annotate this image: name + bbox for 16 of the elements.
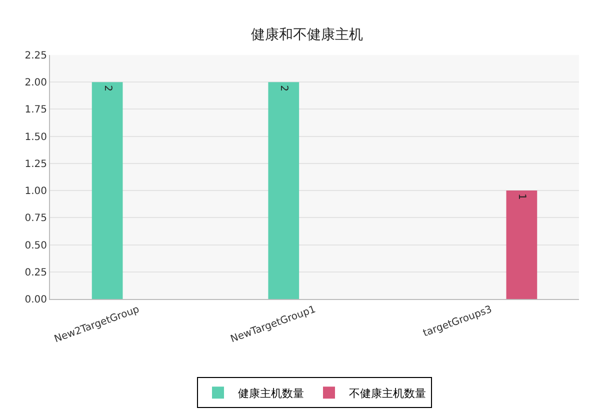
data-label: 2 bbox=[278, 85, 290, 92]
legend-label: 健康主机数量 bbox=[238, 386, 304, 400]
y-tick-label: 0.00 bbox=[24, 294, 47, 306]
data-label: 2 bbox=[102, 85, 113, 92]
legend-label: 不健康主机数量 bbox=[349, 386, 426, 400]
chart-title: 健康和不健康主机 bbox=[251, 27, 363, 44]
y-tick-label: 1.00 bbox=[24, 186, 47, 198]
y-tick-label: 0.75 bbox=[24, 213, 47, 224]
y-tick-label: 1.75 bbox=[24, 104, 47, 116]
y-tick-label: 0.25 bbox=[24, 267, 47, 278]
y-tick-label: 1.50 bbox=[24, 132, 47, 143]
y-tick-label: 1.25 bbox=[24, 158, 47, 170]
y-tick-label: 2.00 bbox=[24, 78, 47, 89]
y-tick-label: 0.50 bbox=[24, 240, 47, 252]
data-label: 1 bbox=[516, 194, 528, 200]
y-tick-label: 2.25 bbox=[24, 50, 47, 62]
